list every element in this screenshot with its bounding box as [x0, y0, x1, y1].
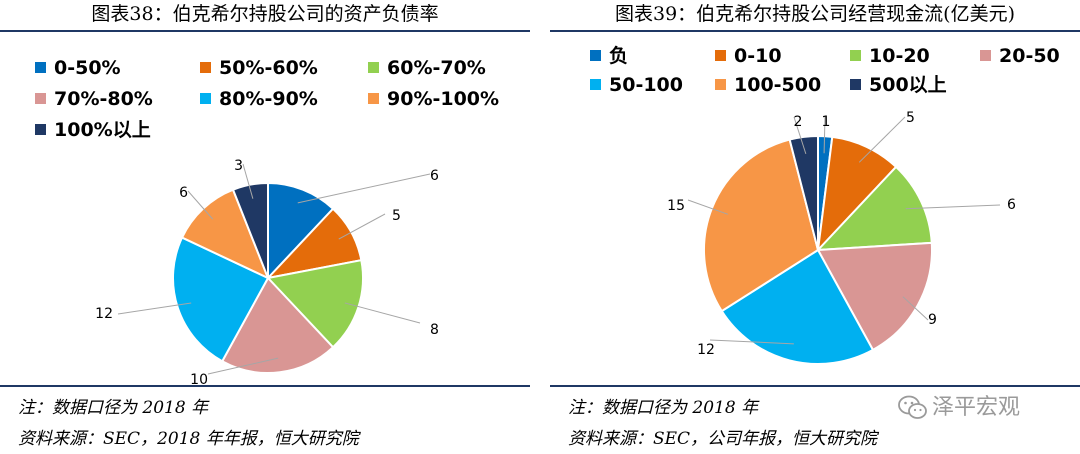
- left-pie-value-label-1: 5: [392, 208, 401, 224]
- left-legend-label-4: 80%-90%: [219, 88, 318, 110]
- right-pie-leader-line-6: [793, 116, 807, 155]
- left-legend-label-5: 90%-100%: [387, 88, 500, 110]
- right-pie-value-label-1: 5: [906, 110, 915, 126]
- left-legend-label-6: 100%以上: [54, 119, 151, 141]
- left-pie-chart: 6 5 8 10 12 6 3: [95, 158, 439, 388]
- right-legend-item-1: 0-10: [715, 45, 782, 67]
- right-pie-slice-4: [720, 248, 875, 365]
- right-legend-label-0: 负: [609, 45, 629, 67]
- left-pie-leader-line-3: [207, 357, 279, 375]
- left-pie-leader-line-0: [297, 173, 431, 204]
- left-pie-leader-line-5: [187, 190, 214, 220]
- left-legend-swatch-0: [35, 62, 46, 73]
- left-top-rule: [0, 30, 530, 32]
- left-chart-source: 资料来源：SEC，2018 年年报，恒大研究院: [18, 429, 359, 449]
- right-legend-swatch-0: [590, 50, 601, 61]
- left-pie-slice-2: [266, 259, 364, 349]
- left-legend-label-3: 70%-80%: [54, 88, 153, 110]
- right-legend-label-5: 100-500: [734, 74, 822, 96]
- right-pie-leader-line-5: [687, 199, 729, 215]
- right-legend-swatch-6: [850, 79, 861, 90]
- left-legend-swatch-6: [35, 124, 46, 135]
- right-legend-label-6: 500以上: [869, 74, 947, 96]
- right-pie-leader-line-2: [905, 204, 1001, 210]
- left-legend-label-2: 60%-70%: [387, 57, 486, 79]
- right-chart-title: 图表39：伯克希尔持股公司经营现金流(亿美元): [614, 3, 1015, 25]
- left-pie-value-label-0: 6: [430, 168, 439, 184]
- right-legend-item-5: 100-500: [715, 74, 821, 96]
- right-pie-slice-1: [816, 135, 898, 253]
- left-pie-value-label-5: 6: [179, 185, 188, 201]
- right-legend-item-2: 10-20: [850, 45, 930, 67]
- right-pie-leader-line-3: [902, 296, 929, 321]
- right-chart-source: 资料来源：SEC，公司年报，恒大研究院: [568, 429, 878, 449]
- right-pie-value-label-5: 15: [667, 198, 685, 214]
- right-legend-swatch-1: [715, 50, 726, 61]
- left-legend-swatch-5: [368, 93, 379, 104]
- right-pie-slice-5: [703, 138, 820, 313]
- left-pie-leader-line-4: [117, 302, 192, 315]
- right-chart-note: 注：数据口径为 2018 年: [568, 398, 759, 418]
- left-pie-slice-6: [231, 181, 269, 279]
- right-legend-label-2: 10-20: [869, 45, 930, 67]
- right-pie-slice-2: [815, 165, 933, 252]
- right-legend-item-6: 500以上: [850, 74, 947, 96]
- left-chart-title: 图表38：伯克希尔持股公司的资产负债率: [91, 3, 439, 25]
- left-legend-item-3: 70%-80%: [35, 88, 153, 110]
- left-pie-value-label-3: 10: [190, 372, 208, 388]
- right-legend-swatch-2: [850, 50, 861, 61]
- left-pie-slice-3: [220, 276, 335, 374]
- left-pie-slice-0: [267, 181, 335, 281]
- right-pie-value-label-4: 12: [697, 342, 715, 358]
- left-legend-label-1: 50%-60%: [219, 57, 318, 79]
- left-legend-swatch-4: [200, 93, 211, 104]
- wechat-icon: [898, 395, 927, 419]
- right-pie-leader-line-4: [709, 339, 794, 345]
- left-legend-item-2: 60%-70%: [368, 57, 486, 79]
- right-legend-swatch-5: [715, 79, 726, 90]
- left-chart-panel: 图表38：伯克希尔持股公司的资产负债率 0-50% 50%-60% 60%-70…: [0, 0, 530, 454]
- left-pie-leader-line-2: [344, 302, 421, 324]
- left-pie-leader-line-1: [338, 213, 386, 240]
- left-pie-value-label-4: 12: [95, 306, 113, 322]
- watermark-text: 泽平宏观: [932, 395, 1021, 420]
- right-pie-leader-line-1: [858, 116, 906, 163]
- right-pie-slice-3: [816, 241, 933, 352]
- left-legend-swatch-2: [368, 62, 379, 73]
- left-legend-item-4: 80%-90%: [200, 88, 318, 110]
- right-legend-label-1: 0-10: [734, 45, 782, 67]
- left-pie-slice-4: [172, 236, 270, 363]
- right-pie-value-label-0: 1: [822, 114, 831, 130]
- left-pie-value-label-2: 8: [430, 322, 439, 338]
- left-legend-item-6: 100%以上: [35, 119, 151, 141]
- right-pie-slice-6: [788, 134, 819, 251]
- right-legend-item-0: 负: [590, 45, 628, 67]
- right-chart-panel: 图表39：伯克希尔持股公司经营现金流(亿美元) 负 0-10 10-20 20-…: [550, 0, 1080, 454]
- left-legend-swatch-3: [35, 93, 46, 104]
- left-legend-item-5: 90%-100%: [368, 88, 499, 110]
- left-pie-value-label-6: 3: [234, 158, 243, 174]
- right-legend-label-4: 50-100: [609, 74, 683, 96]
- right-pie-value-label-3: 9: [928, 312, 937, 328]
- left-pie-leader-line-6: [242, 163, 254, 199]
- left-legend-item-1: 50%-60%: [200, 57, 318, 79]
- left-legend-label-0: 0-50%: [54, 57, 121, 79]
- right-legend-item-3: 20-50: [980, 45, 1060, 67]
- right-pie-value-label-2: 6: [1007, 197, 1016, 213]
- right-legend-swatch-4: [590, 79, 601, 90]
- left-chart-note: 注：数据口径为 2018 年: [18, 398, 209, 418]
- right-legend-label-3: 20-50: [999, 45, 1060, 67]
- right-legend-swatch-3: [980, 50, 991, 61]
- right-top-rule: [550, 30, 1080, 32]
- right-legend-item-4: 50-100: [590, 74, 683, 96]
- left-legend-swatch-1: [200, 62, 211, 73]
- watermark: 泽平宏观: [898, 392, 1068, 424]
- right-pie-leader-line-0: [823, 116, 826, 154]
- left-legend-item-0: 0-50%: [35, 57, 121, 79]
- right-bottom-rule: [550, 385, 1080, 387]
- left-bottom-rule: [0, 385, 530, 387]
- right-pie-value-label-6: 2: [794, 114, 803, 130]
